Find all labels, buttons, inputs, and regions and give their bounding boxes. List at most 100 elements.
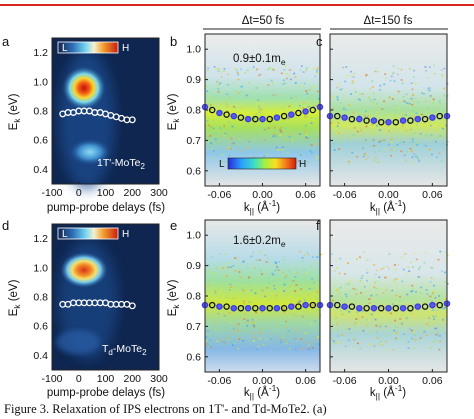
- noise-speck: [316, 67, 319, 70]
- noise-speck: [330, 122, 333, 124]
- noise-speck: [412, 162, 415, 165]
- noise-speck: [207, 67, 210, 70]
- x-tick-label: 300: [150, 373, 168, 385]
- noise-speck: [242, 339, 245, 342]
- noise-speck: [376, 331, 378, 333]
- noise-speck: [397, 90, 400, 93]
- data-point: [407, 117, 414, 124]
- noise-speck: [215, 266, 218, 269]
- noise-speck: [206, 90, 209, 92]
- noise-speck: [349, 280, 352, 283]
- noise-speck: [403, 101, 406, 103]
- noise-speck: [433, 64, 435, 67]
- noise-speck: [383, 83, 386, 86]
- data-point: [370, 304, 378, 312]
- noise-speck: [351, 75, 354, 78]
- noise-speck: [216, 142, 218, 145]
- noise-speck: [402, 95, 405, 98]
- noise-speck: [234, 107, 237, 109]
- noise-speck: [376, 337, 379, 339]
- noise-speck: [433, 318, 435, 320]
- data-point: [273, 114, 281, 121]
- noise-speck: [303, 298, 306, 301]
- noise-speck: [368, 96, 371, 99]
- noise-speck: [396, 333, 399, 335]
- noise-speck: [274, 94, 277, 97]
- noise-speck: [372, 101, 374, 104]
- column-title-1: Δt=50 fs: [242, 15, 285, 27]
- noise-speck: [361, 310, 364, 312]
- noise-speck: [420, 292, 422, 294]
- noise-speck: [274, 262, 277, 265]
- noise-speck: [245, 94, 248, 97]
- noise-speck: [216, 80, 218, 83]
- noise-speck: [253, 325, 256, 327]
- noise-speck: [311, 278, 313, 280]
- noise-speck: [435, 156, 438, 159]
- noise-speck: [400, 79, 403, 81]
- noise-speck: [207, 141, 210, 143]
- noise-speck: [255, 348, 258, 351]
- x-tick-label: 100: [97, 187, 115, 199]
- noise-speck: [358, 322, 361, 325]
- y-tick-label: 1.2: [33, 233, 48, 245]
- noise-speck: [432, 295, 435, 298]
- noise-speck: [405, 130, 408, 132]
- noise-speck: [366, 268, 369, 271]
- noise-speck: [408, 102, 411, 105]
- noise-speck: [211, 99, 214, 101]
- noise-speck: [408, 68, 411, 70]
- noise-speck: [372, 86, 375, 88]
- noise-speck: [396, 73, 399, 76]
- noise-speck: [411, 103, 414, 106]
- noise-speck: [405, 304, 408, 306]
- panel-d-ticks: -100 0 100 200 300 0.4 0.6 0.8 1.0 1.2: [33, 233, 168, 385]
- noise-speck: [232, 297, 235, 300]
- panel-d-xlabel: pump-probe delays (fs): [47, 387, 165, 399]
- noise-speck: [369, 99, 372, 101]
- panel-a-lower-glow: [68, 138, 112, 166]
- noise-speck: [317, 98, 320, 100]
- noise-speck: [356, 311, 359, 313]
- noise-speck: [209, 346, 212, 349]
- noise-speck: [412, 76, 415, 78]
- panel-b-colorbar-high: H: [299, 159, 306, 170]
- noise-speck: [254, 292, 257, 295]
- noise-speck: [331, 125, 334, 127]
- noise-speck: [295, 284, 298, 286]
- noise-speck: [279, 341, 282, 344]
- noise-speck: [378, 150, 381, 152]
- noise-speck: [205, 77, 208, 80]
- noise-speck: [356, 156, 359, 158]
- noise-speck: [361, 93, 364, 95]
- noise-speck: [256, 102, 259, 105]
- data-point: [208, 106, 216, 114]
- noise-speck: [341, 334, 344, 336]
- noise-speck: [365, 318, 368, 321]
- noise-speck: [360, 292, 362, 294]
- noise-speck: [385, 77, 388, 79]
- noise-speck: [205, 339, 208, 342]
- noise-speck: [345, 66, 348, 68]
- noise-speck: [290, 97, 293, 99]
- noise-speck: [410, 290, 413, 293]
- noise-speck: [372, 138, 375, 141]
- noise-speck: [307, 282, 310, 285]
- noise-speck: [288, 74, 291, 77]
- noise-speck: [428, 89, 431, 92]
- noise-speck: [310, 342, 313, 345]
- noise-speck: [262, 343, 265, 346]
- noise-speck: [302, 338, 305, 341]
- noise-speck: [280, 72, 283, 75]
- noise-speck: [299, 69, 302, 72]
- noise-speck: [375, 111, 378, 113]
- y-tick-label: 0.6: [186, 165, 201, 177]
- noise-speck: [405, 151, 408, 153]
- data-point: [429, 114, 436, 121]
- noise-speck: [214, 321, 217, 324]
- noise-speck: [333, 149, 336, 151]
- noise-speck: [344, 283, 347, 286]
- noise-speck: [260, 108, 263, 111]
- panel-f-noise: [330, 250, 449, 351]
- noise-speck: [371, 132, 374, 135]
